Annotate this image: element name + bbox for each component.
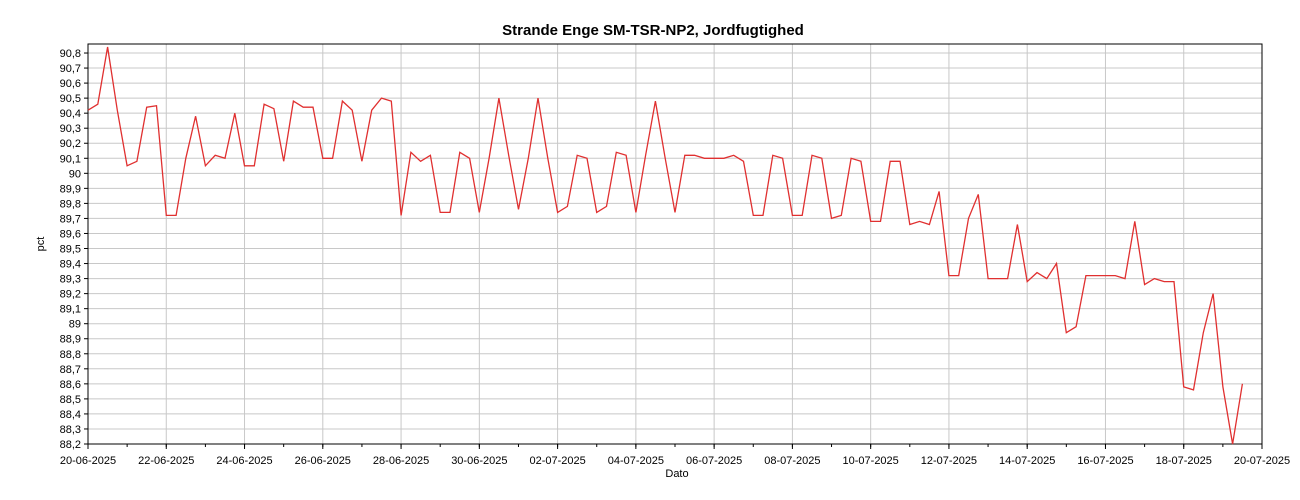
- y-tick-label: 90,4: [60, 108, 81, 120]
- y-tick-label: 88,6: [60, 379, 81, 391]
- x-axis-label: Dato: [665, 468, 688, 480]
- x-tick-label: 26-06-2025: [295, 455, 351, 467]
- x-tick-label: 22-06-2025: [138, 455, 194, 467]
- x-tick-label: 24-06-2025: [216, 455, 272, 467]
- grid: [87, 44, 1263, 445]
- y-tick-label: 90,7: [60, 63, 81, 75]
- y-tick-label: 90,1: [60, 153, 81, 165]
- y-tick-label: 89,9: [60, 183, 81, 195]
- x-tick-label: 20-06-2025: [60, 455, 116, 467]
- y-tick-label: 88,8: [60, 349, 81, 361]
- x-tick-label: 06-07-2025: [686, 455, 742, 467]
- y-tick-label: 89,4: [60, 259, 81, 271]
- x-tick-label: 10-07-2025: [843, 455, 899, 467]
- y-tick-label: 89: [69, 319, 81, 331]
- x-axis: 20-06-2025 22-06-2025 24-06-2025 26-06-2025…: [60, 444, 1290, 467]
- x-tick-label: 08-07-2025: [764, 455, 820, 467]
- x-tick-label: 12-07-2025: [921, 455, 977, 467]
- y-tick-label: 88,7: [60, 364, 81, 376]
- y-tick-label: 89,5: [60, 244, 81, 256]
- chart-title: Strande Enge SM-TSR-NP2, Jordfugtighed: [502, 22, 804, 39]
- y-tick-label: 90,3: [60, 123, 81, 135]
- y-tick-label: 90,2: [60, 138, 81, 150]
- y-tick-label: 90,6: [60, 78, 81, 90]
- y-tick-label: 90: [69, 168, 81, 180]
- y-tick-label: 89,8: [60, 198, 81, 210]
- y-tick-label: 89,2: [60, 289, 81, 301]
- y-tick-label: 88,3: [60, 424, 81, 436]
- y-tick-label: 89,6: [60, 228, 81, 240]
- y-tick-label: 88,2: [60, 439, 81, 451]
- y-axis: 88,2 88,3 88,4 88,5 88,6 88,7 88,8 88,9 89 89,1 89…: [60, 48, 88, 451]
- x-tick-label: 20-07-2025: [1234, 455, 1290, 467]
- y-tick-label: 88,5: [60, 394, 81, 406]
- x-tick-label: 18-07-2025: [1156, 455, 1212, 467]
- series-line: [87, 46, 1244, 445]
- x-tick-label: 28-06-2025: [373, 455, 429, 467]
- y-tick-label: 90,5: [60, 93, 81, 105]
- y-tick-label: 89,7: [60, 213, 81, 225]
- y-axis-label: pct: [35, 237, 47, 252]
- y-tick-label: 89,3: [60, 274, 81, 286]
- x-tick-label: 30-06-2025: [451, 455, 507, 467]
- x-tick-label: 02-07-2025: [529, 455, 585, 467]
- x-tick-label: 16-07-2025: [1077, 455, 1133, 467]
- y-tick-label: 90,8: [60, 48, 81, 60]
- y-tick-label: 88,4: [60, 409, 81, 421]
- x-tick-label: 04-07-2025: [608, 455, 664, 467]
- y-tick-label: 89,1: [60, 304, 81, 316]
- x-tick-label: 14-07-2025: [999, 455, 1055, 467]
- y-tick-label: 88,9: [60, 334, 81, 346]
